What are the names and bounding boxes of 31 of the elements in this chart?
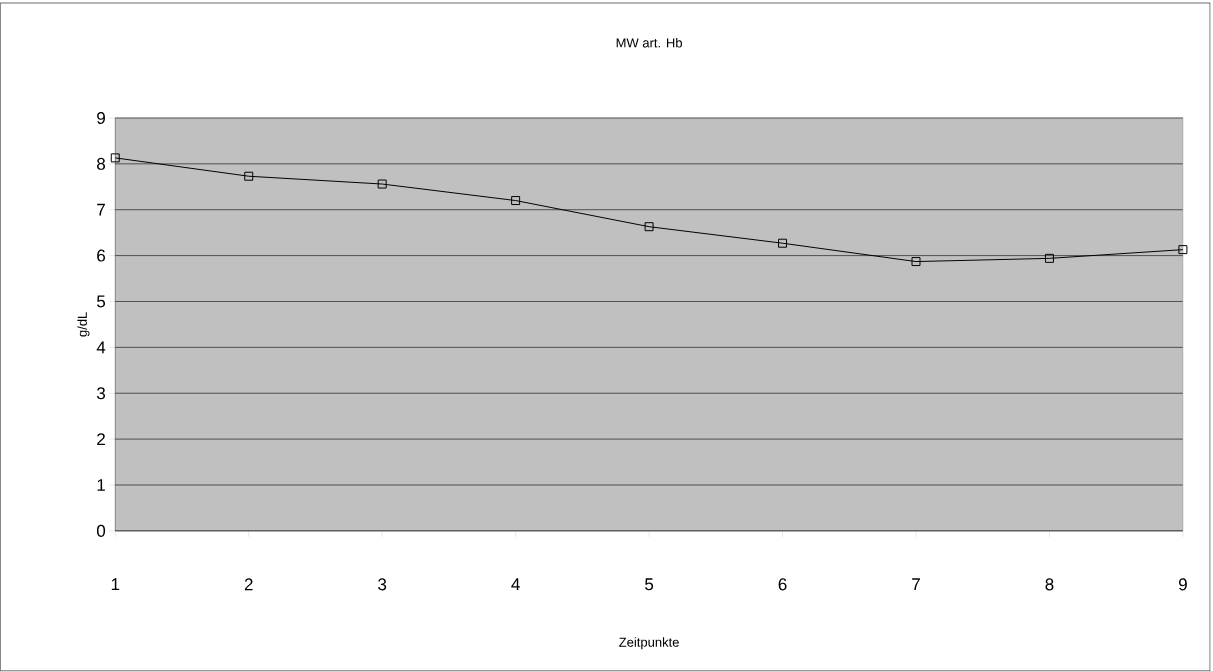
x-tick-label: 3 — [378, 578, 387, 591]
x-tick-label: 4 — [511, 578, 520, 590]
x-tick-label: 2 — [244, 578, 253, 591]
y-tick-label: 9 — [97, 111, 105, 124]
point — [377, 179, 387, 189]
point — [110, 153, 120, 163]
y-tick-label: 4 — [96, 341, 106, 354]
y-tick-label: 6 — [97, 249, 106, 262]
y-tick-label: 7 — [97, 203, 105, 216]
point — [1178, 245, 1188, 255]
y-tick-label: 8 — [97, 157, 106, 170]
y-tick-label: 5 — [97, 295, 106, 308]
y-tick-label: 1 — [97, 479, 105, 491]
x-tick-label: 5 — [645, 578, 654, 591]
chart-title: MW art. Hb — [616, 37, 682, 48]
x-tick-label: 9 — [1178, 578, 1187, 591]
point — [1044, 253, 1054, 263]
point — [511, 195, 521, 205]
y-tick-label: 2 — [97, 433, 105, 445]
x-tick-label: 7 — [912, 578, 920, 590]
point — [778, 238, 788, 248]
x-tick-label: 8 — [1045, 578, 1054, 591]
x-tick-label: 6 — [778, 578, 787, 591]
y-tick-label: 0 — [96, 524, 106, 537]
y-axis-title: g/dL — [77, 312, 90, 337]
x-axis-title: Zeitpunkte — [619, 637, 679, 650]
point — [244, 171, 254, 181]
point — [644, 222, 654, 232]
point — [911, 257, 921, 266]
x-tick-label: 1 — [111, 578, 120, 590]
y-tick-label: 3 — [96, 387, 106, 400]
